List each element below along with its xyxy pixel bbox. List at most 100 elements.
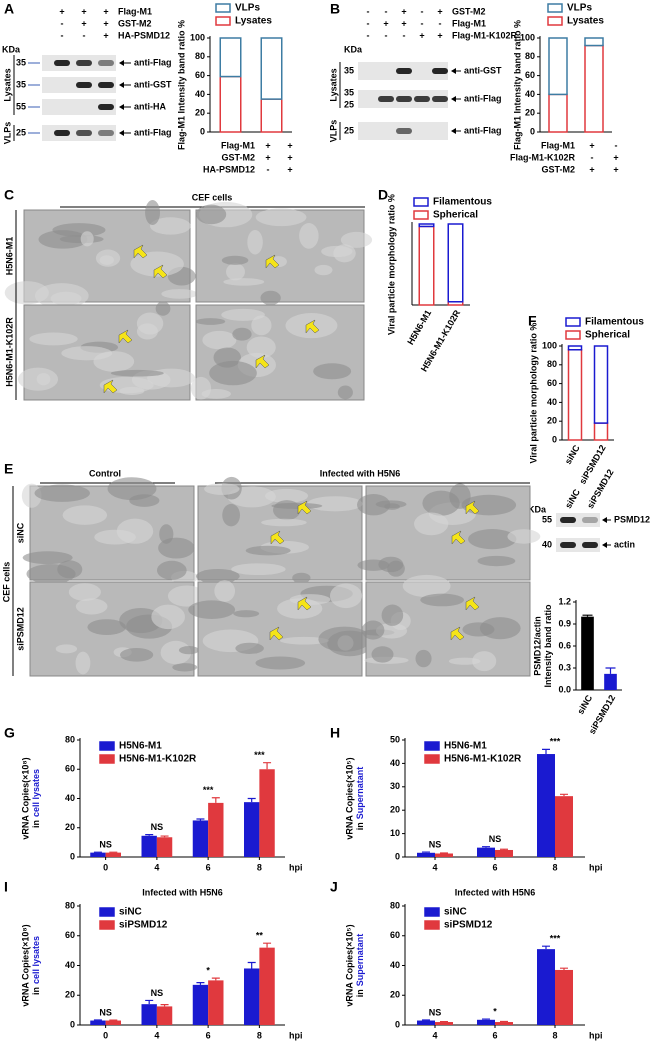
blot-band xyxy=(54,130,70,136)
em-texture xyxy=(214,580,236,602)
y-axis-label-part: Supernatant xyxy=(355,934,365,987)
em-texture xyxy=(307,496,363,512)
legend-swatch xyxy=(424,907,440,917)
y-tick-label: 0 xyxy=(200,126,205,136)
bar xyxy=(581,616,594,690)
error-bar xyxy=(263,942,272,948)
error-bar xyxy=(500,1020,508,1023)
condition-label: GST-M2 xyxy=(541,164,575,174)
lane-mark: - xyxy=(367,18,370,28)
blot-band xyxy=(396,128,412,134)
error-bar xyxy=(160,1004,169,1007)
legend-label: Spherical xyxy=(433,210,478,221)
lane-mark: - xyxy=(83,30,86,40)
bar xyxy=(244,802,260,857)
kda-label: KDa xyxy=(344,44,363,54)
panel-letter: J xyxy=(330,879,338,895)
lane-label: GST-M2 xyxy=(118,18,152,28)
lane-mark: + xyxy=(419,30,424,40)
legend-swatch xyxy=(424,754,440,764)
y-axis-label-part: in xyxy=(31,987,41,995)
em-arrow xyxy=(465,596,480,611)
legend-label: siNC xyxy=(444,907,467,918)
x-tick-label: 8 xyxy=(257,1030,262,1040)
x-tick-label: 4 xyxy=(432,862,437,872)
em-texture xyxy=(314,264,333,276)
arrow-head xyxy=(119,130,124,136)
em-texture xyxy=(99,255,114,265)
significance-label: NS xyxy=(99,1007,112,1017)
em-texture xyxy=(119,607,163,634)
condition-label: GST-M2 xyxy=(221,152,255,162)
x-tick-label: 0 xyxy=(103,862,108,872)
y-axis-label-part: Supernatant xyxy=(355,767,365,820)
row-label: siPSMD12 xyxy=(15,607,25,651)
bar xyxy=(477,847,495,857)
y-tick-label: 0 xyxy=(70,851,75,861)
condition-mark: + xyxy=(613,152,618,162)
error-bar xyxy=(145,999,154,1005)
condition-mark: + xyxy=(265,152,270,162)
legend-label: siPSMD12 xyxy=(444,920,493,931)
y-axis-label: vRNA Copies(×10⁵) xyxy=(344,924,354,1006)
x-tick-label: 6 xyxy=(206,1030,211,1040)
bar xyxy=(156,837,173,857)
x-tick-label: 6 xyxy=(492,862,497,872)
em-texture xyxy=(468,529,517,550)
em-texture xyxy=(479,617,521,640)
significance-label: NS xyxy=(429,1007,442,1017)
em-texture xyxy=(357,494,391,516)
y-tick-label: 40 xyxy=(65,960,75,970)
em-texture xyxy=(68,583,101,601)
bar xyxy=(90,852,106,857)
y-tick-label: 0 xyxy=(530,126,535,136)
y-tick-label: 40 xyxy=(195,89,205,99)
bar xyxy=(141,1004,157,1025)
em-texture xyxy=(361,620,385,640)
y-axis-label: vRNA Copies(×10⁸) xyxy=(20,757,30,839)
em-texture xyxy=(55,644,78,654)
error-bar xyxy=(211,977,220,981)
x-tick-label: 8 xyxy=(552,1030,557,1040)
em-texture xyxy=(129,494,160,507)
error-bar xyxy=(560,967,568,970)
significance-label: NS xyxy=(151,988,164,998)
lane-label: GST-M2 xyxy=(452,6,486,16)
lane-mark: + xyxy=(103,18,108,28)
y-axis-label: vRNA Copies(×10⁸) xyxy=(20,924,30,1006)
error-bar xyxy=(542,748,550,755)
condition-mark: - xyxy=(615,140,618,150)
y-tick-label: 60 xyxy=(547,378,557,388)
em-texture xyxy=(145,200,161,225)
error-bar xyxy=(422,851,430,853)
kda-marker: 35 xyxy=(344,87,354,97)
y-tick-label: 40 xyxy=(390,758,400,768)
legend-swatch xyxy=(413,210,429,220)
error-bar xyxy=(247,797,256,803)
kda-marker: 35 xyxy=(344,65,354,75)
band-label: anti-Flag xyxy=(464,125,502,135)
legend-swatch xyxy=(565,317,581,327)
em-texture xyxy=(80,231,94,247)
em-texture xyxy=(261,518,307,527)
y-axis-label: vRNA Copies(×10⁵) xyxy=(344,757,354,839)
lane-mark: - xyxy=(403,30,406,40)
y-tick-label: 20 xyxy=(195,108,205,118)
legend-swatch xyxy=(413,197,429,207)
em-texture xyxy=(221,255,249,265)
blot-band xyxy=(396,68,412,74)
condition-mark: + xyxy=(287,152,292,162)
condition-mark: + xyxy=(265,140,270,150)
y-tick-label: 80 xyxy=(195,51,205,61)
condition-mark: + xyxy=(613,164,618,174)
y-axis-label: Viral particle morphology ratio % xyxy=(528,323,538,464)
condition-mark: - xyxy=(591,152,594,162)
em-arrow xyxy=(451,530,466,545)
y-axis-label-part: Intensity band ratio xyxy=(543,604,553,688)
error-bar xyxy=(247,961,256,969)
band-label: PSMD12 xyxy=(614,514,650,524)
blot-band xyxy=(560,542,576,548)
bar xyxy=(208,802,224,857)
